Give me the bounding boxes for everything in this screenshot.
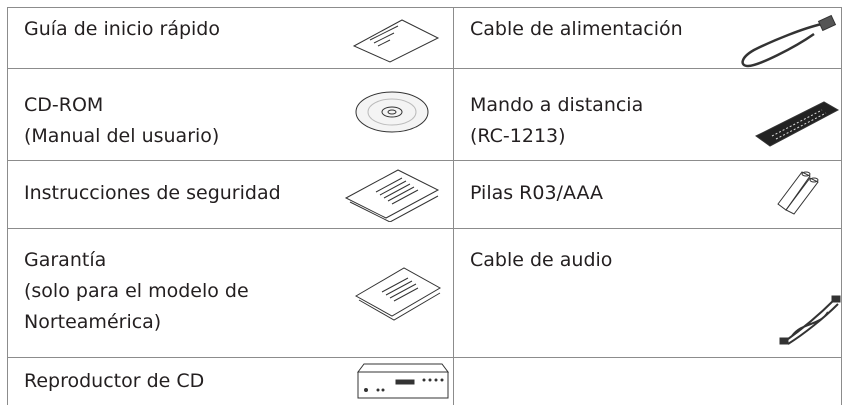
item-text: CD-ROM: [24, 94, 104, 116]
cd-rom-icon: [355, 91, 429, 133]
item-text: (solo para el modelo de: [24, 280, 249, 302]
row-border: [7, 357, 841, 358]
table-border: [7, 7, 8, 405]
item-text: Guía de inicio rápido: [24, 18, 220, 40]
item-text: Pilas R03/AAA: [470, 182, 604, 204]
item-text: Mando a distancia: [470, 94, 644, 116]
quick-guide-icon: [352, 19, 440, 63]
item-text: Reproductor de CD: [24, 370, 205, 392]
right-item: Mando a distancia (RC-1213): [470, 90, 643, 152]
item-text: Instrucciones de seguridad: [24, 182, 281, 204]
safety-icon: [344, 169, 440, 222]
warranty-icon: [354, 267, 442, 321]
table-border: [453, 7, 454, 405]
audio-cable-icon: [779, 295, 841, 345]
item-text: Cable de alimentación: [470, 18, 683, 40]
left-item: Reproductor de CD: [24, 366, 204, 397]
right-item: Cable de audio: [470, 245, 612, 276]
batteries-icon: [777, 171, 819, 215]
right-item: Pilas R03/AAA: [470, 178, 603, 209]
table-border: [841, 7, 842, 405]
row-border: [7, 228, 841, 229]
remote-icon: [755, 101, 840, 147]
row-border: [7, 7, 841, 8]
row-border: [7, 160, 841, 161]
item-text: Norteamérica): [24, 311, 162, 333]
item-text: (Manual del usuario): [24, 125, 220, 147]
left-item: CD-ROM (Manual del usuario): [24, 90, 219, 152]
left-item: Instrucciones de seguridad: [24, 178, 281, 209]
cd-player-icon: [357, 363, 449, 399]
row-border: [7, 68, 841, 69]
item-text: Cable de audio: [470, 249, 613, 271]
left-item: Guía de inicio rápido: [24, 14, 220, 45]
item-text: Garantía: [24, 249, 107, 271]
power-cable-icon: [741, 14, 837, 68]
left-item: Garantía (solo para el modelo de Norteamér…: [24, 245, 249, 338]
item-text: (RC-1213): [470, 125, 566, 147]
right-item: Cable de alimentación: [470, 14, 683, 45]
